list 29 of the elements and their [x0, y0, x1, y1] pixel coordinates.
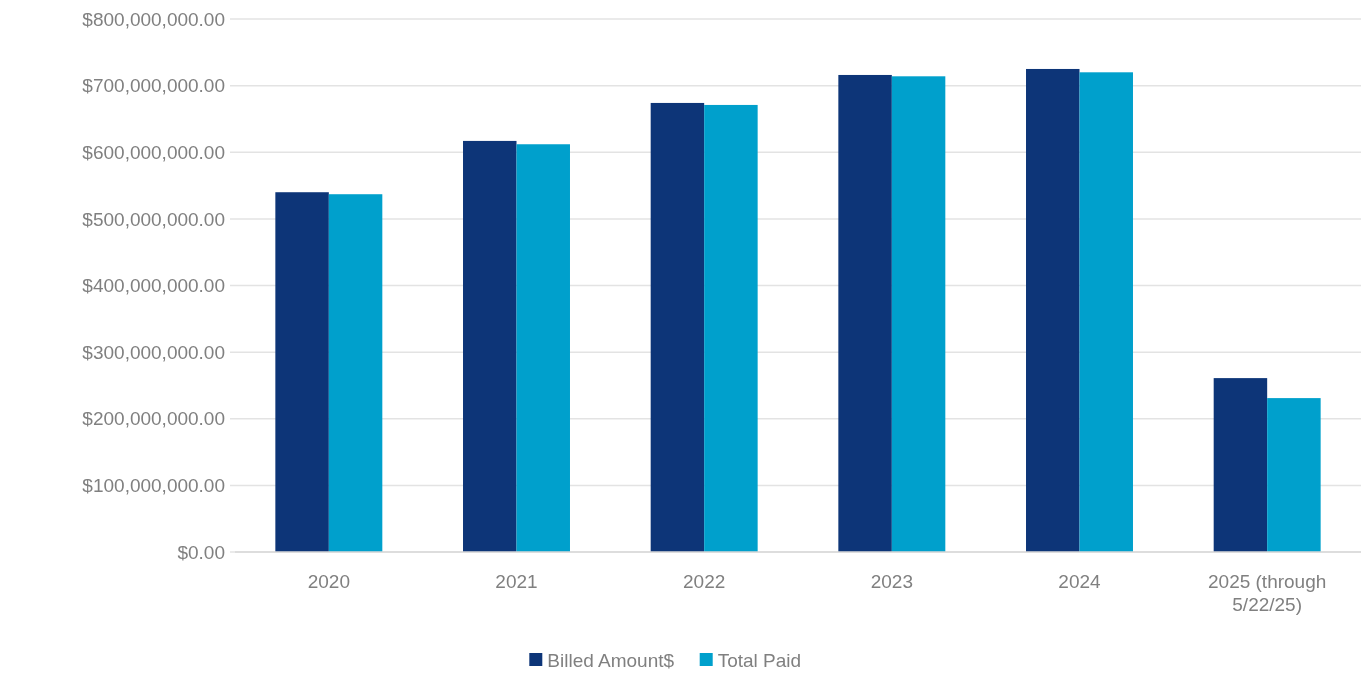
legend-label: Billed Amount$ — [547, 649, 675, 671]
bar — [516, 144, 570, 552]
y-tick-label: $200,000,000.00 — [82, 408, 225, 430]
y-tick-label: $400,000,000.00 — [82, 275, 225, 297]
x-tick-label: 2024 — [1058, 571, 1102, 592]
x-tick-label: 2020 — [307, 571, 350, 592]
bar — [650, 102, 705, 552]
bar — [1213, 378, 1268, 552]
y-tick-label: $500,000,000.00 — [82, 208, 225, 230]
legend-label: Total Paid — [717, 649, 802, 671]
bar — [704, 104, 758, 552]
x-tick-label: 2022 — [683, 571, 726, 592]
bar — [838, 74, 892, 552]
bar — [275, 192, 329, 552]
x-tick-label: 2025 (through 5/22/25) — [1208, 571, 1327, 615]
y-tick-label: $800,000,000.00 — [82, 8, 225, 30]
bar — [891, 76, 946, 552]
x-tick-label: 2021 — [495, 571, 538, 592]
bar — [328, 194, 383, 552]
y-tick-label: $600,000,000.00 — [82, 141, 225, 163]
bar — [1079, 72, 1133, 552]
bar — [463, 140, 517, 552]
y-tick-label: $700,000,000.00 — [82, 75, 225, 97]
y-tick-label: $0.00 — [177, 541, 225, 563]
y-tick-label: $100,000,000.00 — [82, 475, 225, 497]
y-tick-label: $300,000,000.00 — [82, 341, 225, 363]
bar — [1267, 398, 1321, 552]
x-tick-label: 2023 — [870, 571, 913, 592]
bar — [1026, 68, 1080, 552]
